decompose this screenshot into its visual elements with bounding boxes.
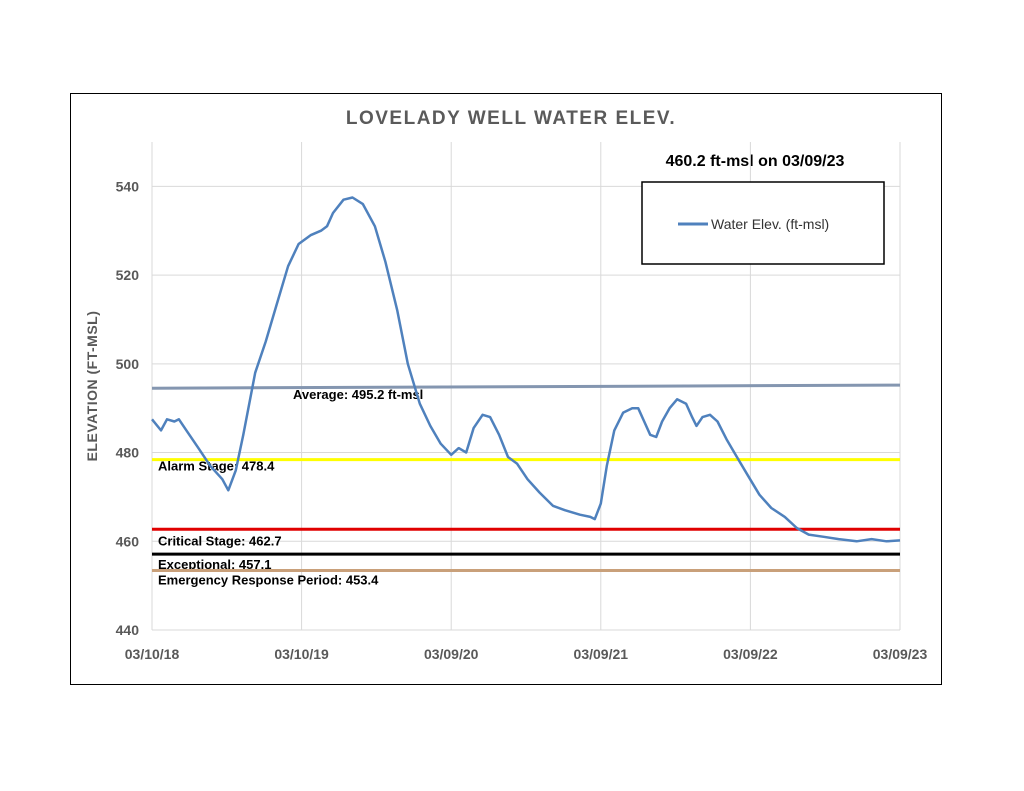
- x-tick-label-5: 03/09/23: [873, 646, 928, 662]
- ref-label-emergency-response-period: Emergency Response Period: 453.4: [158, 573, 379, 588]
- y-tick-label-500: 500: [116, 356, 140, 372]
- y-tick-label-460: 460: [116, 533, 140, 549]
- legend: Water Elev. (ft-msl): [641, 181, 885, 265]
- ref-label-critical-stage: Critical Stage: 462.7: [158, 533, 282, 548]
- ref-label-average: Average: 495.2 ft-msl: [293, 387, 423, 402]
- chart-title: LOVELADY WELL WATER ELEV.: [346, 108, 676, 129]
- y-tick-label-540: 540: [116, 178, 140, 194]
- y-tick-label-520: 520: [116, 267, 140, 283]
- chart-frame: LOVELADY WELL WATER ELEV. ELEVATION (FT-…: [70, 93, 942, 685]
- series-line-water-elev: [151, 196, 901, 543]
- ref-label-alarm-stage: Alarm Stage: 478.4: [158, 459, 275, 474]
- y-tick-label-480: 480: [116, 445, 140, 461]
- ref-line-average: [151, 383, 901, 390]
- chart-svg: LOVELADY WELL WATER ELEV. ELEVATION (FT-…: [84, 108, 928, 662]
- current-reading-annotation: 460.2 ft-msl on 03/09/23: [666, 153, 845, 170]
- x-tick-label-2: 03/09/20: [424, 646, 479, 662]
- x-tick-label-1: 03/10/19: [274, 646, 329, 662]
- ref-label-exceptional: Exceptional: 457.1: [158, 557, 271, 572]
- legend-entry-label: Water Elev. (ft-msl): [711, 216, 829, 232]
- y-axis-title: ELEVATION (FT-MSL): [84, 311, 100, 462]
- x-tick-label-0: 03/10/18: [125, 646, 180, 662]
- y-tick-label-440: 440: [116, 622, 140, 638]
- x-tick-label-4: 03/09/22: [723, 646, 778, 662]
- x-tick-label-3: 03/09/21: [574, 646, 629, 662]
